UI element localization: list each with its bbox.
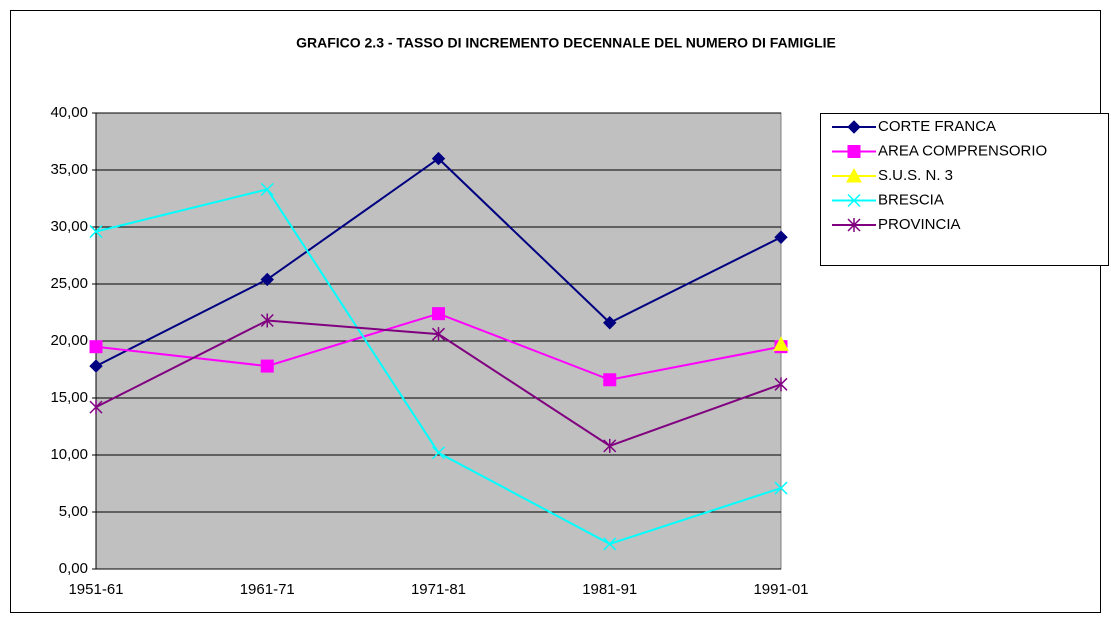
marker — [432, 307, 445, 321]
marker — [431, 446, 446, 460]
marker — [431, 327, 446, 342]
marker — [89, 400, 103, 415]
y-tick-label: 15,00 — [50, 389, 88, 406]
marker — [774, 230, 788, 244]
x-tick-label: 1991-01 — [753, 581, 808, 598]
legend-label: BRESCIA — [878, 191, 944, 208]
legend-box — [820, 113, 1109, 266]
marker — [774, 481, 788, 495]
x-tick-label: 1951-61 — [68, 581, 123, 598]
y-tick-label: 0,00 — [59, 560, 88, 577]
legend-marker — [847, 218, 861, 232]
marker — [603, 316, 617, 330]
legend-label: S.U.S. N. 3 — [878, 167, 953, 184]
legend-marker — [847, 120, 861, 134]
legend-marker — [846, 167, 862, 183]
x-tick-label: 1971-81 — [411, 581, 466, 598]
x-tick-label: 1981-91 — [582, 581, 637, 598]
legend-label: CORTE FRANCA — [878, 118, 996, 135]
legend-label: AREA COMPRENSORIO — [878, 142, 1047, 159]
marker — [774, 377, 788, 392]
marker — [260, 182, 274, 196]
y-tick-label: 30,00 — [50, 218, 88, 235]
y-tick-label: 10,00 — [50, 446, 88, 463]
marker — [260, 313, 274, 328]
y-tick-label: 25,00 — [50, 275, 88, 292]
legend-marker — [847, 193, 861, 208]
y-tick-label: 35,00 — [50, 161, 88, 178]
marker — [89, 340, 103, 354]
marker — [260, 359, 274, 373]
marker — [431, 151, 446, 166]
marker — [603, 438, 617, 453]
marker — [773, 336, 789, 351]
y-tick-label: 20,00 — [50, 332, 88, 349]
y-tick-label: 5,00 — [59, 503, 88, 520]
x-tick-label: 1961-71 — [240, 581, 295, 598]
y-tick-label: 40,00 — [50, 104, 88, 121]
marker — [603, 373, 617, 387]
legend-marker — [847, 145, 861, 158]
chart-title: GRAFICO 2.3 - TASSO DI INCREMENTO DECENN… — [296, 35, 836, 51]
marker — [603, 537, 617, 551]
legend-label: PROVINCIA — [878, 216, 961, 233]
marker — [89, 225, 103, 239]
marker — [260, 272, 274, 287]
marker — [89, 359, 103, 373]
